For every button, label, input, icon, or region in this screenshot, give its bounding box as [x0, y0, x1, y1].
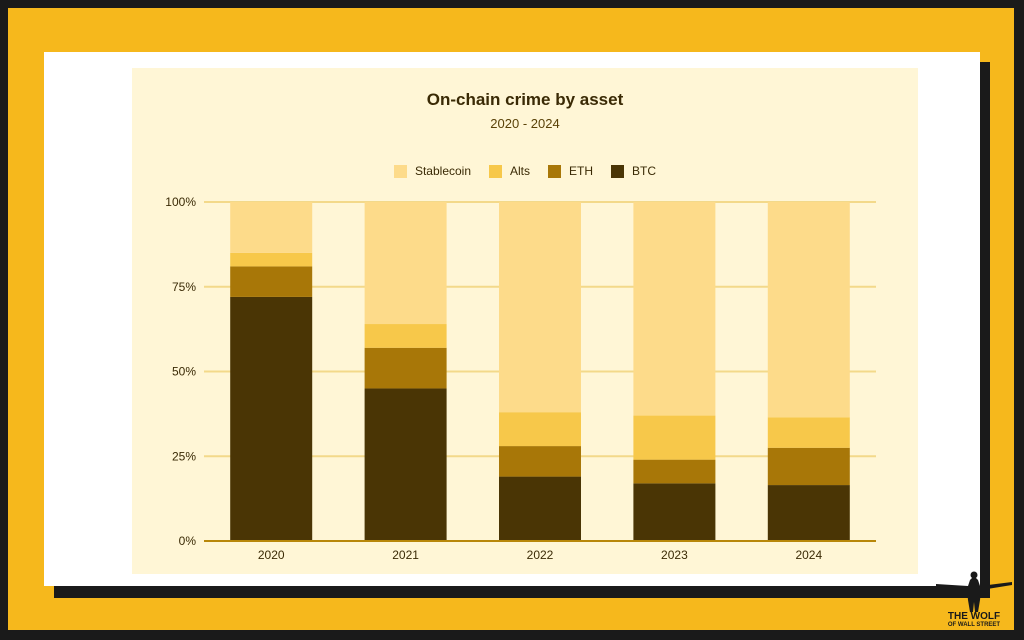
bar-alts-2024	[767, 417, 850, 448]
legend-swatch	[489, 164, 503, 178]
bar-alts-2021	[364, 324, 447, 348]
legend-item-alts: Alts	[489, 164, 530, 178]
bar-stablecoin-2020	[230, 202, 313, 253]
legend-item-stablecoin: Stablecoin	[393, 164, 472, 178]
chart-panel: On-chain crime by asset 2020 - 2024 Stab…	[132, 68, 918, 574]
chart-legend: Stablecoin Alts ETH BTC	[132, 164, 918, 178]
bar-stablecoin-2021	[364, 202, 447, 325]
y-tick-label: 25%	[172, 449, 196, 463]
bar-btc-2022	[499, 476, 581, 541]
y-tick-label: 0%	[179, 534, 197, 548]
bar-btc-2023	[633, 483, 716, 541]
legend-label: Stablecoin	[414, 164, 472, 178]
x-tick-label: 2024	[795, 548, 822, 562]
wolf-logo: THE WOLF OF WALL STREET	[934, 570, 1014, 632]
y-tick-label: 50%	[172, 365, 196, 379]
chart-title: On-chain crime by asset	[426, 90, 624, 109]
bar-stablecoin-2024	[767, 202, 850, 418]
bar-stablecoin-2022	[499, 202, 581, 413]
bar-eth-2022	[499, 446, 581, 477]
x-tick-label: 2022	[527, 548, 554, 562]
logo-subtitle: OF WALL STREET	[947, 622, 1001, 628]
legend-swatch	[548, 164, 562, 178]
chart-subtitle: 2020 - 2024	[490, 116, 560, 131]
bar-eth-2020	[230, 266, 313, 297]
legend-label: Alts	[510, 164, 531, 178]
bar-alts-2020	[230, 252, 313, 267]
bar-alts-2023	[633, 415, 716, 460]
bar-stablecoin-2023	[633, 202, 716, 416]
wolf-figure-icon	[936, 571, 1012, 612]
legend-swatch	[611, 164, 625, 178]
bar-eth-2024	[767, 447, 850, 486]
legend-item-eth: ETH	[548, 164, 593, 178]
bar-btc-2024	[767, 485, 850, 541]
legend-item-btc: BTC	[611, 164, 656, 178]
bar-eth-2023	[633, 459, 716, 484]
legend-label: BTC	[632, 164, 657, 178]
bar-btc-2020	[230, 296, 313, 541]
bar-btc-2021	[364, 388, 447, 541]
x-tick-label: 2021	[392, 548, 419, 562]
legend-swatch	[393, 164, 407, 178]
logo-title: THE WOLF	[947, 611, 1001, 622]
bar-alts-2022	[499, 412, 581, 447]
bar-eth-2021	[364, 347, 447, 389]
y-tick-label: 75%	[172, 280, 196, 294]
chart-svg: 0% 25% 50% 75% 100% 2020 2021 2022 2023 2024	[165, 195, 876, 562]
legend-label: ETH	[569, 164, 594, 178]
y-tick-label: 100%	[165, 195, 196, 209]
x-tick-label: 2020	[258, 548, 285, 562]
x-tick-label: 2023	[661, 548, 688, 562]
